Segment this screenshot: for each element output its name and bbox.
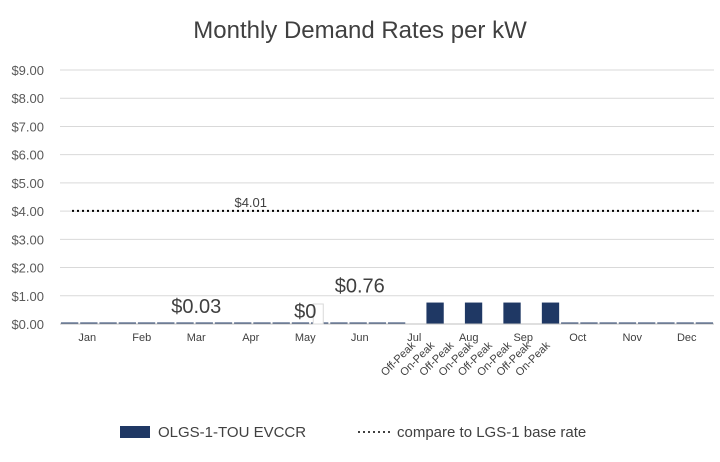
legend-swatch-bar <box>120 426 150 438</box>
y-tick-label: $5.00 <box>11 176 44 191</box>
y-tick-label: $0.00 <box>11 317 44 332</box>
y-tick-label: $9.00 <box>11 63 44 78</box>
x-axis: Jan Feb Mar Apr May Jun Jul Aug Sep Oct Nov DecOff-… <box>60 323 714 379</box>
bar <box>291 322 310 324</box>
legend-label: compare to LGS-1 base rate <box>397 424 586 441</box>
bar <box>176 322 194 324</box>
bar <box>349 322 367 324</box>
legend-label: OLGS-1-TOU EVCCR <box>158 424 306 441</box>
bar <box>638 322 656 324</box>
bar <box>99 322 117 324</box>
y-tick-label: $1.00 <box>11 289 44 304</box>
y-tick-label: $2.00 <box>11 261 44 276</box>
x-tick-label: Sep <box>513 332 533 344</box>
bar <box>695 322 714 324</box>
data-label: $0.76 <box>335 276 385 298</box>
bar <box>195 322 213 324</box>
bar <box>657 322 675 324</box>
data-label: $0.03 <box>171 296 221 318</box>
x-tick-label: Nov <box>622 332 642 344</box>
x-tick-label: Jul <box>407 332 421 344</box>
x-tick-label: May <box>295 332 316 344</box>
gridlines <box>60 69 714 325</box>
bar <box>330 322 348 324</box>
chart-title: Monthly Demand Rates per kW <box>193 17 527 44</box>
x-tick-label: Feb <box>132 332 151 344</box>
bar <box>426 302 444 324</box>
bar <box>118 322 136 324</box>
y-tick-label: $4.00 <box>11 204 44 219</box>
bar <box>464 302 483 324</box>
bar <box>234 322 252 324</box>
data-labels: $4.01 $0.03 $0 $0.76 <box>171 195 385 325</box>
x-tick-label: Jan <box>78 332 96 344</box>
y-tick-label: $3.00 <box>11 232 44 247</box>
y-axis: $0.00 $1.00 $2.00 $3.00 $4.00 $5.00 $6.00 $7.00… <box>11 63 44 332</box>
bar <box>676 322 694 324</box>
bar <box>599 322 617 324</box>
bar <box>60 322 79 324</box>
y-tick-label: $6.00 <box>11 148 44 163</box>
bar <box>368 322 387 324</box>
data-label: $0 <box>294 301 316 323</box>
bar <box>80 322 98 324</box>
bar <box>580 322 598 324</box>
bar <box>387 322 406 324</box>
y-tick-label: $8.00 <box>11 91 44 106</box>
bar <box>561 322 579 324</box>
x-tick-label: Oct <box>569 332 586 344</box>
bar-series <box>60 302 714 324</box>
data-label: $4.01 <box>234 195 267 210</box>
x-tick-label: Aug <box>459 332 479 344</box>
bar <box>253 322 271 324</box>
bar <box>503 302 521 324</box>
bar <box>214 322 233 324</box>
x-tick-label: Mar <box>187 332 206 344</box>
x-tick-label: Jun <box>351 332 369 344</box>
bar <box>157 322 175 324</box>
bar <box>137 322 156 324</box>
y-tick-label: $7.00 <box>11 119 44 134</box>
x-tick-label: Dec <box>677 332 697 344</box>
data-label-box <box>312 303 324 325</box>
legend: OLGS-1-TOU EVCCR compare to LGS-1 base ra… <box>120 424 586 441</box>
bar <box>272 322 290 324</box>
x-tick-label: Apr <box>242 332 259 344</box>
bar <box>618 322 637 324</box>
bar <box>541 302 560 324</box>
